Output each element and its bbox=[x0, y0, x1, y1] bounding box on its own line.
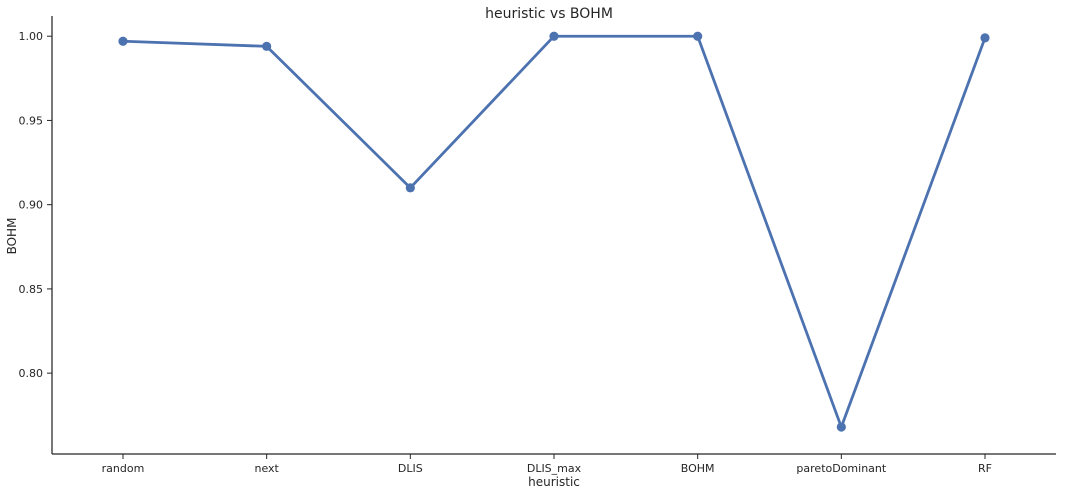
plot-area bbox=[118, 31, 990, 432]
x-tick-label: BOHM bbox=[681, 462, 715, 475]
x-tick-label: DLIS_max bbox=[527, 462, 582, 475]
data-point bbox=[980, 33, 990, 43]
y-tick-label: 0.85 bbox=[19, 283, 44, 296]
chart-title: heuristic vs BOHM bbox=[485, 6, 613, 22]
x-ticks: random next DLIS DLIS_max BOHM paretoDominant… bbox=[102, 454, 992, 475]
y-tick-label: 0.95 bbox=[19, 114, 44, 127]
data-point bbox=[262, 41, 272, 51]
x-axis: random next DLIS DLIS_max BOHM paretoDominant… bbox=[52, 453, 1056, 489]
x-tick-label: next bbox=[254, 462, 279, 475]
y-axis: 0.80 0.85 0.90 0.95 1.00 BOHM bbox=[5, 16, 53, 454]
y-ticks: 0.80 0.85 0.90 0.95 1.00 bbox=[19, 30, 52, 380]
y-tick-label: 0.90 bbox=[19, 199, 44, 212]
data-point bbox=[549, 31, 559, 41]
x-tick-label: random bbox=[102, 462, 145, 475]
data-point bbox=[693, 31, 703, 41]
data-point bbox=[405, 183, 415, 193]
series-line bbox=[121, 34, 987, 429]
data-point bbox=[118, 36, 128, 46]
x-tick-label: paretoDominant bbox=[796, 462, 886, 475]
x-tick-label: DLIS bbox=[398, 462, 423, 475]
y-tick-label: 1.00 bbox=[19, 30, 44, 43]
data-point bbox=[836, 422, 846, 432]
y-tick-label: 0.80 bbox=[19, 367, 44, 380]
y-axis-title: BOHM bbox=[5, 218, 19, 255]
x-axis-title: heuristic bbox=[528, 475, 580, 489]
x-tick-label: RF bbox=[978, 462, 992, 475]
